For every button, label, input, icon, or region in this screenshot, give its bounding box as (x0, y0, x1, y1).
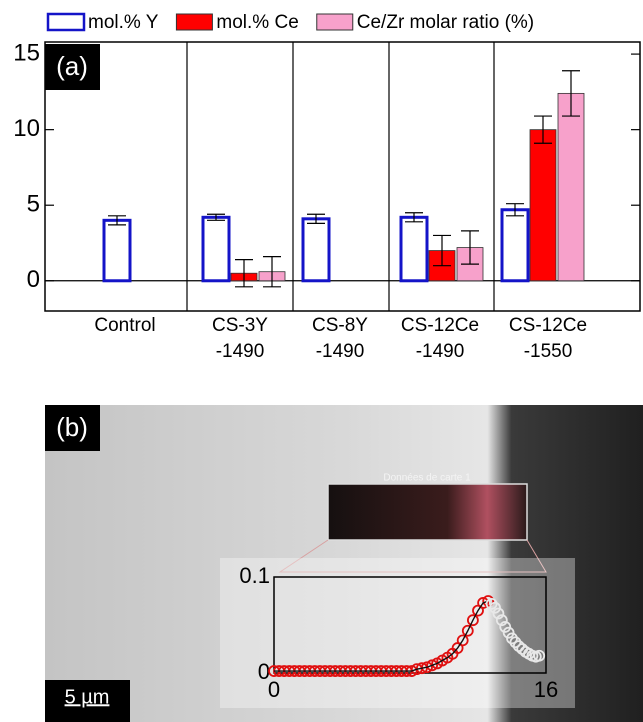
x-tick-label: CS-12Ce -1550 (508, 315, 588, 362)
data-point (499, 621, 512, 633)
data-point (485, 597, 498, 610)
legend-swatch (46, 12, 86, 32)
x-tick-label: CS-3Y -1490 (212, 315, 268, 362)
y-tick-label: 0 (27, 266, 40, 293)
data-point (482, 595, 495, 607)
y-tick-label: 0 (258, 659, 270, 684)
data-point (489, 601, 501, 614)
error-bar (108, 215, 126, 226)
data-point (495, 614, 508, 627)
bar (301, 217, 331, 283)
error-bar (235, 259, 253, 288)
error-bar (263, 255, 281, 288)
map-title: Données de carte 1 (383, 473, 471, 484)
data-point (461, 624, 474, 637)
zoom-lines (278, 539, 547, 573)
bar (529, 129, 557, 282)
element-map (327, 483, 528, 541)
y-tick-label: 15 (13, 39, 40, 66)
data-point (502, 626, 515, 639)
legend-swatch (175, 13, 213, 31)
x-tick-label: 0 (268, 677, 280, 702)
bar (500, 208, 530, 283)
error-bar (562, 70, 580, 117)
x-tick-label: 16 (534, 677, 558, 702)
y-tick-label: 0.1 (239, 563, 270, 588)
plot-frame (44, 41, 641, 312)
data-point (456, 634, 469, 647)
error-bar (506, 203, 524, 217)
error-bar (405, 212, 423, 223)
data-point (466, 614, 479, 627)
legend-label: Ce/Zr molar ratio (%) (357, 12, 534, 33)
legend-label: mol.% Ce (216, 12, 298, 33)
error-bar (207, 213, 225, 221)
scale-bar-label: 5 µm (65, 686, 110, 708)
data-point (415, 662, 428, 675)
x-tick-label: CS-12Ce -1490 (400, 315, 480, 362)
error-bar (461, 230, 479, 265)
panel-label-box (45, 405, 100, 451)
data-point (421, 661, 433, 674)
fit-line (274, 600, 489, 672)
y-tick-label: 5 (27, 191, 40, 218)
error-bar (307, 213, 325, 224)
panel-label-box (45, 44, 100, 90)
y-tick-label: 10 (13, 115, 40, 142)
bar (399, 215, 429, 283)
data-point (506, 632, 518, 645)
data-point (509, 636, 522, 649)
legend-swatch (316, 13, 354, 31)
data-point (426, 659, 439, 672)
inset-frame (273, 576, 547, 674)
error-bar (534, 115, 552, 144)
panel-label: (b) (56, 412, 88, 442)
error-bar (433, 234, 451, 267)
sem-image (45, 405, 643, 722)
bar (201, 215, 231, 283)
data-point (477, 597, 490, 609)
data-point (492, 607, 505, 620)
bar (557, 92, 585, 282)
x-tick-label: CS-8Y -1490 (312, 315, 368, 362)
legend-label: mol.% Y (88, 12, 159, 33)
scale-bar-box (45, 680, 130, 722)
data-point (512, 640, 525, 653)
panel-label: (a) (56, 51, 88, 81)
data-point (533, 649, 546, 662)
x-tick-label: Control (94, 315, 156, 336)
inset-panel (220, 558, 575, 708)
bar (102, 218, 132, 283)
